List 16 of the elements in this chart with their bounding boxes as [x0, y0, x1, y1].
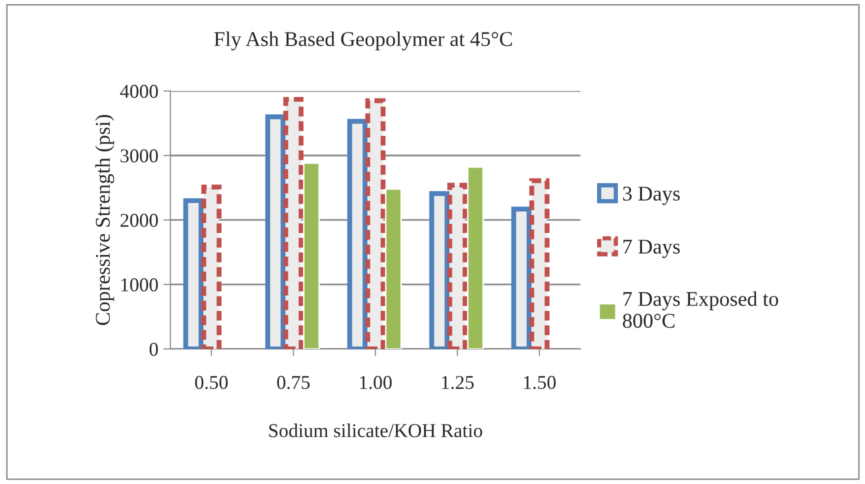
y-axis-title: Copressive Strength (psi) — [95, 115, 114, 326]
legend-label: 7 Days Exposed to 800°C — [622, 291, 778, 328]
legend-label: 3 Days — [623, 186, 680, 205]
y-tick-label: 4000 — [120, 84, 158, 98]
x-axis-title: Sodium silicate/KOH Ratio — [269, 424, 482, 438]
legend-label: 7 Days — [623, 240, 680, 258]
x-tick-label: 0.50 — [195, 376, 228, 390]
y-tick-label: 2000 — [120, 214, 158, 227]
y-tick-label: 1000 — [121, 278, 158, 292]
chart-title: Fly Ash Based Geopolymer at 45°C — [214, 31, 512, 50]
x-tick-label: 1.50 — [524, 376, 556, 390]
x-tick-label: 1.00 — [360, 376, 392, 390]
y-tick-label: 0 — [150, 342, 158, 356]
y-tick-label: 3000 — [120, 149, 158, 162]
x-tick-label: 0.75 — [277, 376, 310, 390]
x-tick-label: 1.25 — [442, 376, 474, 390]
